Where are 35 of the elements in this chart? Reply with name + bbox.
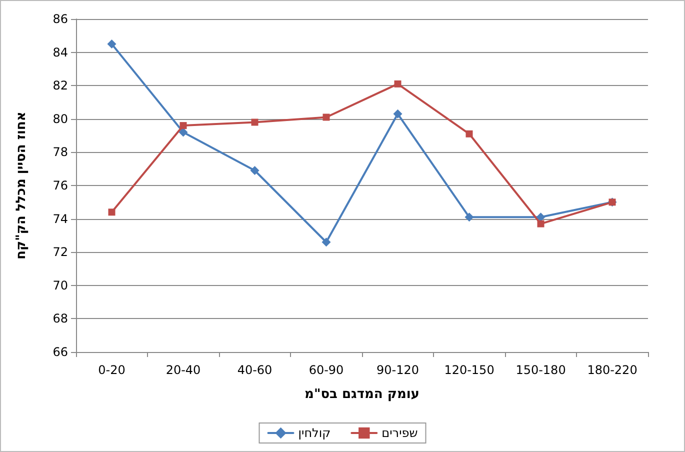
y-axis-title: אחוז הסיין מכלל הק"קח bbox=[14, 112, 29, 260]
point bbox=[322, 238, 331, 247]
y-tick-label: 66 bbox=[52, 345, 68, 359]
y-tick-label: 84 bbox=[52, 45, 68, 60]
point bbox=[393, 109, 402, 118]
y-tick-label: 78 bbox=[52, 145, 68, 160]
point bbox=[322, 114, 330, 121]
x-tick-label: 0-20 bbox=[98, 363, 126, 377]
point bbox=[251, 118, 258, 126]
point bbox=[107, 39, 116, 48]
x-tick-label: 150-180 bbox=[516, 363, 566, 377]
x-tick-label: 90-120 bbox=[376, 363, 420, 377]
x-tick-label: 60-90 bbox=[308, 363, 344, 377]
legend-label: שפירים bbox=[382, 426, 418, 440]
y-tick-label: 74 bbox=[52, 212, 68, 226]
y-tick-label: 86 bbox=[52, 12, 68, 26]
y-tick-label: 82 bbox=[52, 78, 68, 93]
point bbox=[394, 80, 402, 88]
legend-label: קולחין bbox=[298, 426, 331, 440]
x-tick-label: 20-40 bbox=[166, 363, 201, 377]
y-tick-label: 68 bbox=[52, 312, 68, 326]
y-tick-label: 80 bbox=[52, 112, 68, 126]
point bbox=[250, 166, 260, 176]
x-axis-title: עומק המדגם בס"מ bbox=[304, 387, 420, 402]
y-tick-label: 72 bbox=[52, 245, 68, 260]
x-tick-label: 40-60 bbox=[237, 363, 272, 377]
point bbox=[108, 208, 116, 216]
y-tick-label: 76 bbox=[52, 178, 68, 192]
point bbox=[537, 220, 544, 228]
y-tick-label: 70 bbox=[52, 278, 68, 292]
x-tick-label: 180-220 bbox=[587, 363, 638, 377]
point bbox=[464, 212, 474, 222]
point bbox=[466, 130, 473, 138]
x-tick-label: 120-150 bbox=[444, 363, 494, 377]
point bbox=[180, 122, 187, 130]
